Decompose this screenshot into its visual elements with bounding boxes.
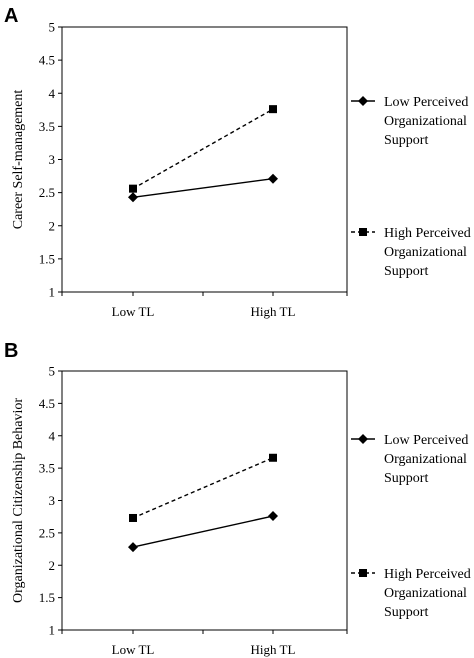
- legend-label: Organizational: [384, 452, 467, 467]
- legend-marker-square: [359, 569, 367, 577]
- legend-label: Support: [384, 133, 428, 148]
- x-tick-label: Low TL: [112, 642, 155, 657]
- y-tick-label: 2: [49, 218, 56, 233]
- legend-marker-diamond: [358, 96, 368, 106]
- legend-label: High Perceived: [384, 567, 471, 582]
- y-axis-label: Career Self-management: [11, 90, 26, 230]
- plot-frame: [61, 26, 348, 293]
- data-point-diamond: [268, 511, 278, 522]
- chart-panel-a: A 1 1.5 2 2.5 3 3.5 4 4.5 5 Low TL High TL Career Se…: [4, 5, 471, 319]
- x-tick-label: Low TL: [112, 304, 155, 319]
- data-point-square: [129, 513, 137, 522]
- series-line-high-pos: [132, 108, 274, 190]
- plot-frame: [61, 370, 348, 631]
- y-tick-label: 2.5: [39, 185, 55, 200]
- legend-label: Low Perceived: [384, 95, 468, 110]
- data-point-square: [129, 184, 137, 193]
- panel-letter: B: [4, 340, 18, 362]
- legend-label: Organizational: [384, 114, 467, 129]
- y-tick-label: 4: [49, 86, 56, 101]
- legend-label: Support: [384, 264, 428, 279]
- legend-label: Low Perceived: [384, 433, 468, 448]
- y-tick-label: 3: [49, 152, 56, 167]
- y-tick-label: 4.5: [39, 396, 55, 411]
- chart-panel-b: B 1 1.5 2 2.5 3 3.5 4 4.5 5 Low TL High TL Organizat…: [4, 340, 471, 657]
- legend-label: Support: [384, 605, 428, 620]
- data-point-diamond: [128, 542, 138, 553]
- legend: Low Perceived Organizational Support High P…: [351, 95, 471, 279]
- y-tick-label: 3.5: [39, 119, 55, 134]
- y-tick-label: 1: [49, 285, 56, 300]
- panel-letter: A: [4, 5, 18, 27]
- legend-marker-diamond: [358, 434, 368, 444]
- legend-label: Organizational: [384, 586, 467, 601]
- y-tick-label: 2.5: [39, 525, 55, 540]
- legend: Low Perceived Organizational Support High P…: [351, 433, 471, 620]
- y-tick-label: 3.5: [39, 461, 55, 476]
- y-tick-label: 2: [49, 558, 56, 573]
- y-tick-label: 3: [49, 493, 56, 508]
- y-axis-label: Organizational Citizenship Behavior: [11, 398, 26, 603]
- y-tick-label: 5: [49, 20, 56, 35]
- legend-marker-square: [359, 228, 367, 236]
- data-point-diamond: [268, 173, 278, 184]
- series-line-low-pos: [132, 178, 274, 198]
- series-line-high-pos: [132, 457, 274, 519]
- y-tick-label: 5: [49, 364, 56, 379]
- legend-label: High Perceived: [384, 226, 471, 241]
- y-tick-label: 1.5: [39, 590, 55, 605]
- y-tick-label: 4.5: [39, 53, 55, 68]
- y-tick-label: 1.5: [39, 251, 55, 266]
- series-line-low-pos: [132, 515, 274, 548]
- x-tick-label: High TL: [251, 642, 296, 657]
- y-tick-label: 4: [49, 428, 56, 443]
- data-point-square: [269, 453, 277, 462]
- legend-label: Organizational: [384, 245, 467, 260]
- data-point-square: [269, 105, 277, 114]
- y-tick-label: 1: [49, 623, 56, 638]
- legend-label: Support: [384, 471, 428, 486]
- x-tick-label: High TL: [251, 304, 296, 319]
- data-point-diamond: [128, 192, 138, 203]
